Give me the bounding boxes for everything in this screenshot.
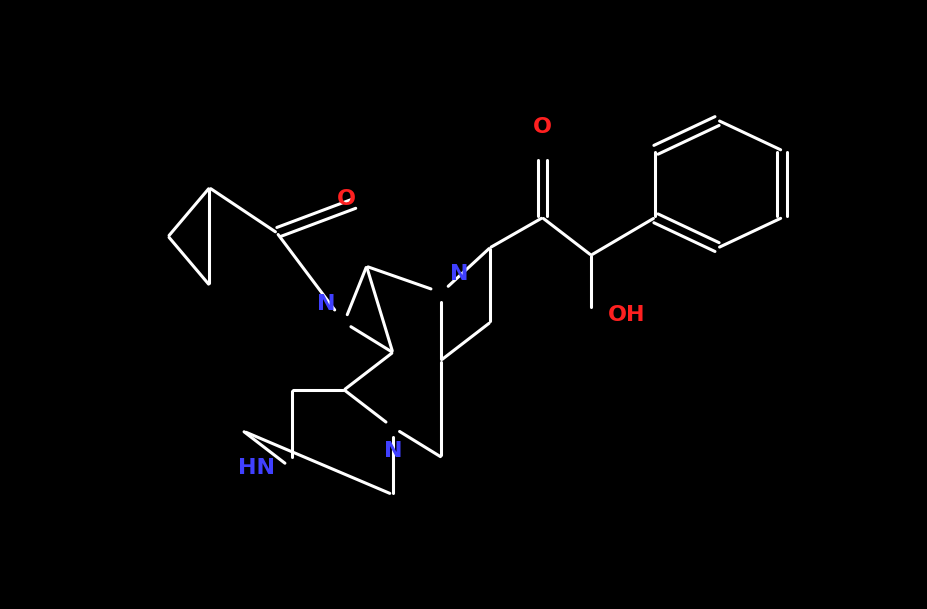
Text: HN: HN	[238, 459, 275, 479]
Text: N: N	[317, 294, 336, 314]
Text: OH: OH	[607, 305, 645, 325]
Text: N: N	[384, 441, 402, 461]
Text: N: N	[451, 264, 469, 284]
Text: O: O	[533, 117, 552, 137]
Text: O: O	[337, 189, 356, 209]
